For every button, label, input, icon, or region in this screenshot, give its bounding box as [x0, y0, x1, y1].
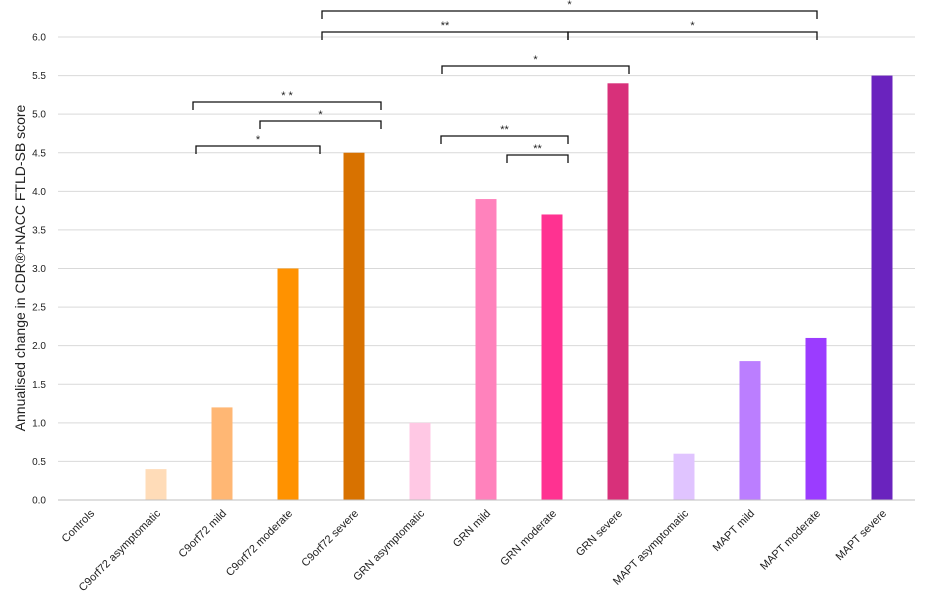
significance-bracket	[567, 31, 818, 40]
y-tick-label: 1.0	[32, 418, 46, 429]
y-tick-label: 5.5	[32, 71, 46, 82]
bar	[673, 453, 695, 500]
y-tick-label: 0.5	[32, 457, 46, 468]
y-tick-label: 4.0	[32, 187, 46, 198]
significance-brackets: * *********** *	[192, 0, 818, 163]
significance-label: *	[690, 20, 695, 32]
significance-bracket	[321, 10, 818, 19]
significance-label: **	[500, 124, 509, 136]
significance-label: *	[533, 54, 538, 66]
x-tick-label: MAPT moderate	[758, 508, 823, 573]
significance-label: **	[441, 20, 450, 32]
significance-bracket	[195, 145, 321, 154]
y-axis-ticks: 0.0 0.5 1.0 1.5 2.0 2.5 3.0 3.5 4.0 4.5 5.0 5.5 6.0	[32, 33, 46, 507]
bar	[607, 83, 629, 501]
significance-label: *	[567, 0, 572, 11]
y-tick-label: 3.0	[32, 264, 46, 275]
y-tick-label: 2.0	[32, 341, 46, 352]
x-tick-label: GRN moderate	[498, 508, 559, 569]
x-tick-label: MAPT mild	[711, 508, 757, 554]
significance-bracket	[506, 154, 569, 163]
bars	[145, 75, 893, 501]
y-tick-label: 2.5	[32, 303, 46, 314]
y-axis-label: Annualised change in CDR®+NACC FTLD-SB s…	[12, 104, 28, 431]
significance-bracket	[321, 31, 569, 40]
bar	[871, 75, 893, 500]
significance-label: *	[256, 134, 261, 146]
y-tick-label: 4.5	[32, 148, 46, 159]
significance-label: **	[533, 143, 542, 155]
significance-label: *	[318, 109, 323, 121]
significance-bracket	[440, 135, 569, 144]
x-tick-label: C9orf72 mild	[177, 508, 230, 561]
bar	[475, 199, 497, 501]
bar	[739, 361, 761, 500]
bar	[409, 422, 431, 500]
bar	[805, 337, 827, 500]
x-tick-label: C9orf72 moderate	[224, 508, 295, 579]
significance-bracket	[192, 101, 382, 110]
x-tick-label: C9orf72 severe	[299, 508, 361, 570]
x-tick-label: GRN asymptomatic	[351, 507, 427, 583]
bar	[343, 152, 365, 500]
y-tick-label: 0.0	[32, 496, 46, 507]
significance-label: * *	[281, 90, 293, 102]
x-tick-label: GRN severe	[574, 508, 625, 559]
x-tick-label: Controls	[60, 507, 98, 545]
y-tick-label: 3.5	[32, 225, 46, 236]
x-tick-label: MAPT asymptomatic	[611, 507, 691, 587]
y-tick-label: 6.0	[32, 33, 46, 44]
y-tick-label: 5.0	[32, 110, 46, 121]
x-tick-label: GRN mild	[451, 508, 493, 550]
significance-bracket	[259, 120, 382, 129]
bar	[277, 268, 299, 500]
x-tick-label: MAPT severe	[834, 508, 889, 563]
bar	[211, 407, 233, 500]
bar	[145, 469, 167, 500]
y-tick-label: 1.5	[32, 380, 46, 391]
bar	[541, 214, 563, 500]
significance-bracket	[441, 65, 630, 74]
